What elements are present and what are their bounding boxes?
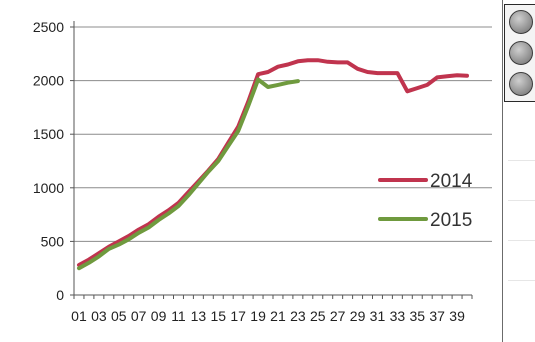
line-chart: 0 500 1000 1500 2000 2500 01 03 05 07 09 11 13 15 17 19…: [33, 19, 492, 324]
circle-button-3[interactable]: [509, 72, 533, 96]
circle-button-1[interactable]: [509, 10, 533, 34]
y-tick-label: 0: [56, 287, 64, 303]
y-tick-label: 1500: [33, 126, 64, 142]
gridlines: [74, 26, 492, 242]
x-tick-label: 35: [409, 308, 425, 324]
series-line-2014: [77, 58, 469, 267]
divider: [508, 240, 535, 241]
y-tick-label: 2500: [33, 19, 64, 35]
x-tick-label: 37: [429, 308, 445, 324]
legend-label-2014: 2014: [430, 171, 473, 192]
series-lines: [77, 58, 469, 271]
divider: [508, 160, 535, 161]
circle-button-2[interactable]: [509, 41, 533, 65]
x-tick-label: 03: [91, 308, 107, 324]
x-tick-label: 25: [310, 308, 326, 324]
x-tick-label: 17: [230, 308, 246, 324]
y-tick-label: 2000: [33, 73, 64, 89]
side-panel: [504, 4, 535, 102]
x-tick-label: 33: [390, 308, 406, 324]
x-tick-label: 39: [449, 308, 465, 324]
x-tick-label: 05: [111, 308, 127, 324]
x-tick-label: 15: [210, 308, 226, 324]
divider: [508, 280, 535, 281]
legend-label-2015: 2015: [430, 210, 472, 231]
x-tick-label: 27: [330, 308, 346, 324]
x-tick-label: 19: [250, 308, 266, 324]
x-tick-label: 07: [131, 308, 147, 324]
x-tick-label: 29: [350, 308, 366, 324]
y-tick-label: 1000: [33, 180, 64, 196]
x-tick-label: 23: [290, 308, 306, 324]
y-tick-label: 500: [41, 233, 65, 249]
x-tick-label: 11: [171, 308, 186, 324]
x-tick-label: 09: [151, 308, 167, 324]
x-tick-label: 13: [191, 308, 207, 324]
legend: 2014 2015: [378, 171, 473, 231]
axes: 0 500 1000 1500 2000 2500 01 03 05 07 09 11 13 15 17 19…: [33, 19, 473, 324]
series-line-2015: [77, 77, 300, 271]
x-tick-label: 01: [71, 308, 87, 324]
divider: [508, 200, 535, 201]
x-tick-label: 21: [270, 308, 286, 324]
x-tick-label: 31: [370, 308, 386, 324]
chart-frame: 0 500 1000 1500 2000 2500 01 03 05 07 09 11 13 15 17 19…: [32, 0, 503, 342]
